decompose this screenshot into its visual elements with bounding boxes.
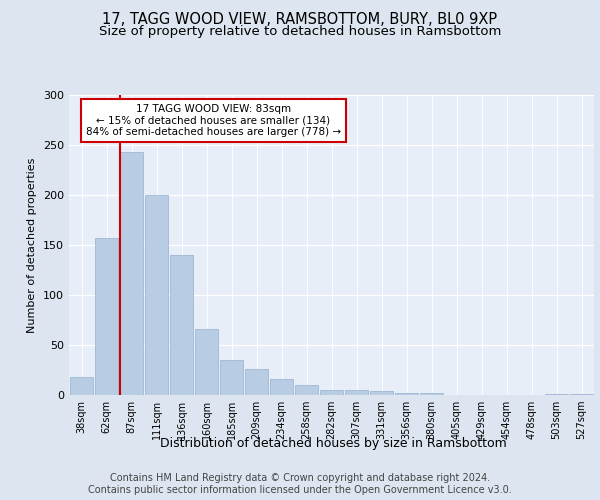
Bar [195,329,218,395]
Text: Distribution of detached houses by size in Ramsbottom: Distribution of detached houses by size … [160,438,506,450]
Bar [570,394,593,395]
Text: Contains HM Land Registry data © Crown copyright and database right 2024.
Contai: Contains HM Land Registry data © Crown c… [88,474,512,495]
Bar [420,393,443,395]
Bar [170,255,193,395]
Bar [345,390,368,395]
Bar [395,393,418,395]
Text: 17, TAGG WOOD VIEW, RAMSBOTTOM, BURY, BL0 9XP: 17, TAGG WOOD VIEW, RAMSBOTTOM, BURY, BL… [103,12,497,28]
Bar [295,385,318,395]
Bar [370,391,393,395]
Bar [545,394,568,395]
Bar [70,377,93,395]
Bar [120,152,143,395]
Bar [320,390,343,395]
Bar [145,195,168,395]
Y-axis label: Number of detached properties: Number of detached properties [28,158,37,332]
Text: 17 TAGG WOOD VIEW: 83sqm
← 15% of detached houses are smaller (134)
84% of semi-: 17 TAGG WOOD VIEW: 83sqm ← 15% of detach… [86,104,341,137]
Bar [95,238,118,395]
Bar [220,360,243,395]
Bar [245,369,268,395]
Text: Size of property relative to detached houses in Ramsbottom: Size of property relative to detached ho… [99,25,501,38]
Bar [270,379,293,395]
